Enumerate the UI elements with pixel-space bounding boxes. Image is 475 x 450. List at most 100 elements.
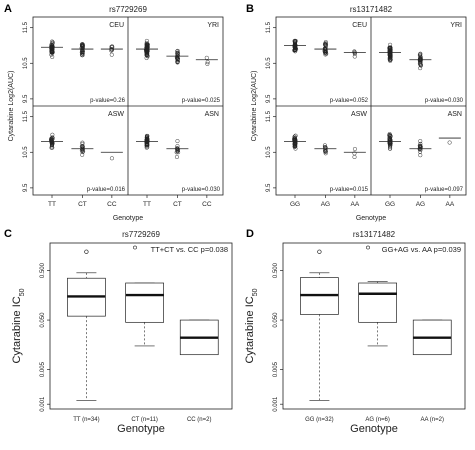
data-point [80, 141, 85, 146]
data-point [50, 39, 55, 44]
y-axis-label-subscript: 50 [252, 288, 259, 296]
y-tick-label: 0.050 [273, 312, 279, 328]
outlier-point [84, 249, 89, 254]
panel-letter-d: D [246, 228, 254, 240]
x-tick-label: CC [107, 201, 117, 208]
data-point [145, 145, 150, 150]
y-tick-label: 0.050 [40, 312, 46, 328]
data-point [418, 52, 423, 57]
y-tick-label: 9.5 [23, 94, 29, 103]
panel-letter-a: A [4, 3, 12, 15]
y-tick-label: 0.001 [273, 396, 279, 412]
data-point [323, 50, 328, 55]
annotation-marker [366, 245, 370, 250]
data-point [175, 139, 180, 144]
data-point [418, 62, 423, 67]
data-point [174, 154, 179, 160]
data-point [145, 138, 150, 143]
x-tick-label: CC [202, 201, 212, 208]
panel-title: rs7729269 [109, 5, 147, 14]
data-point [145, 43, 150, 48]
y-tick-label: 9.5 [266, 94, 272, 103]
data-point [80, 146, 85, 151]
panel-letter-c: C [4, 228, 12, 240]
y-tick-label: 10.5 [23, 57, 29, 69]
data-point [323, 42, 328, 47]
p-value-label: p-value=0.030 [182, 187, 221, 193]
data-point [323, 41, 328, 47]
data-point [175, 60, 180, 65]
data-point [49, 44, 55, 49]
x-tick-label: CT [78, 201, 87, 208]
plot-frame [49, 242, 233, 410]
data-point [175, 48, 180, 53]
y-tick-label: 0.001 [40, 396, 46, 412]
data-point [323, 149, 328, 154]
y-axis-label: Cytarabine Log2(AUC) [8, 71, 15, 142]
data-point [49, 136, 54, 141]
x-tick-label: GG [385, 201, 395, 208]
data-point [418, 141, 423, 146]
population-label: ASN [205, 111, 219, 118]
test-annotation: TT+CT vs. CC p=0.038 [151, 245, 228, 254]
y-tick-label: 10.5 [266, 57, 272, 69]
data-point [109, 52, 114, 57]
data-point [49, 46, 54, 51]
x-tick-label: AG (n=6) [365, 417, 390, 423]
x-tick-label: CC (n=2) [187, 417, 212, 423]
x-tick-label: GG [290, 201, 300, 208]
data-point [418, 66, 423, 71]
x-axis-label: Genotype [117, 423, 165, 435]
data-point [417, 57, 422, 62]
panel-letter-b: B [246, 3, 254, 15]
data-point [80, 49, 85, 54]
data-point [205, 61, 210, 66]
data-point [387, 132, 392, 137]
y-axis-label: Cytarabine IC50 [244, 288, 259, 363]
data-point [323, 147, 328, 152]
outlier-point [317, 249, 322, 254]
panel-title: rs13171482 [350, 5, 393, 14]
y-axis-label: Cytarabine Log2(AUC) [251, 71, 258, 142]
data-point [323, 40, 328, 45]
box [358, 282, 397, 323]
x-tick-label: AA (n=2) [420, 417, 444, 423]
x-tick-label: AG [321, 201, 330, 208]
y-tick-label: 11.5 [266, 21, 272, 33]
p-value-label: p-value=0.097 [425, 187, 464, 193]
x-axis-label: Genotype [356, 215, 386, 222]
y-tick-label: 10.5 [23, 146, 29, 158]
data-point [323, 47, 328, 52]
data-point [292, 138, 297, 143]
y-axis-label-subscript: 50 [19, 288, 26, 296]
y-tick-label: 0.500 [40, 262, 46, 278]
p-value-label: p-value=0.26 [90, 98, 126, 104]
panel-title: rs7729269 [122, 230, 160, 239]
y-tick-label: 9.5 [266, 183, 272, 192]
data-point [175, 53, 180, 58]
population-label: CEU [352, 22, 367, 29]
data-point [387, 49, 392, 54]
data-point [204, 55, 209, 60]
data-point [49, 145, 54, 150]
data-point [388, 146, 393, 151]
x-tick-label: AA [446, 201, 455, 208]
population-label: YRI [207, 22, 219, 29]
data-point [80, 43, 85, 48]
annotation-marker [133, 245, 137, 250]
y-tick-label: 0.500 [273, 262, 279, 278]
population-label: ASN [448, 111, 462, 118]
p-value-label: p-value=0.030 [425, 98, 464, 104]
data-point [144, 140, 149, 145]
data-point [109, 44, 114, 49]
box [125, 282, 164, 323]
x-tick-label: TT (n=34) [73, 417, 99, 423]
data-point [447, 140, 452, 145]
data-point [50, 135, 55, 140]
p-value-label: p-value=0.052 [330, 98, 369, 104]
population-label: CEU [109, 22, 124, 29]
data-point [352, 146, 357, 152]
data-point [418, 147, 423, 152]
data-point [293, 48, 298, 53]
x-tick-label: AG [416, 201, 425, 208]
